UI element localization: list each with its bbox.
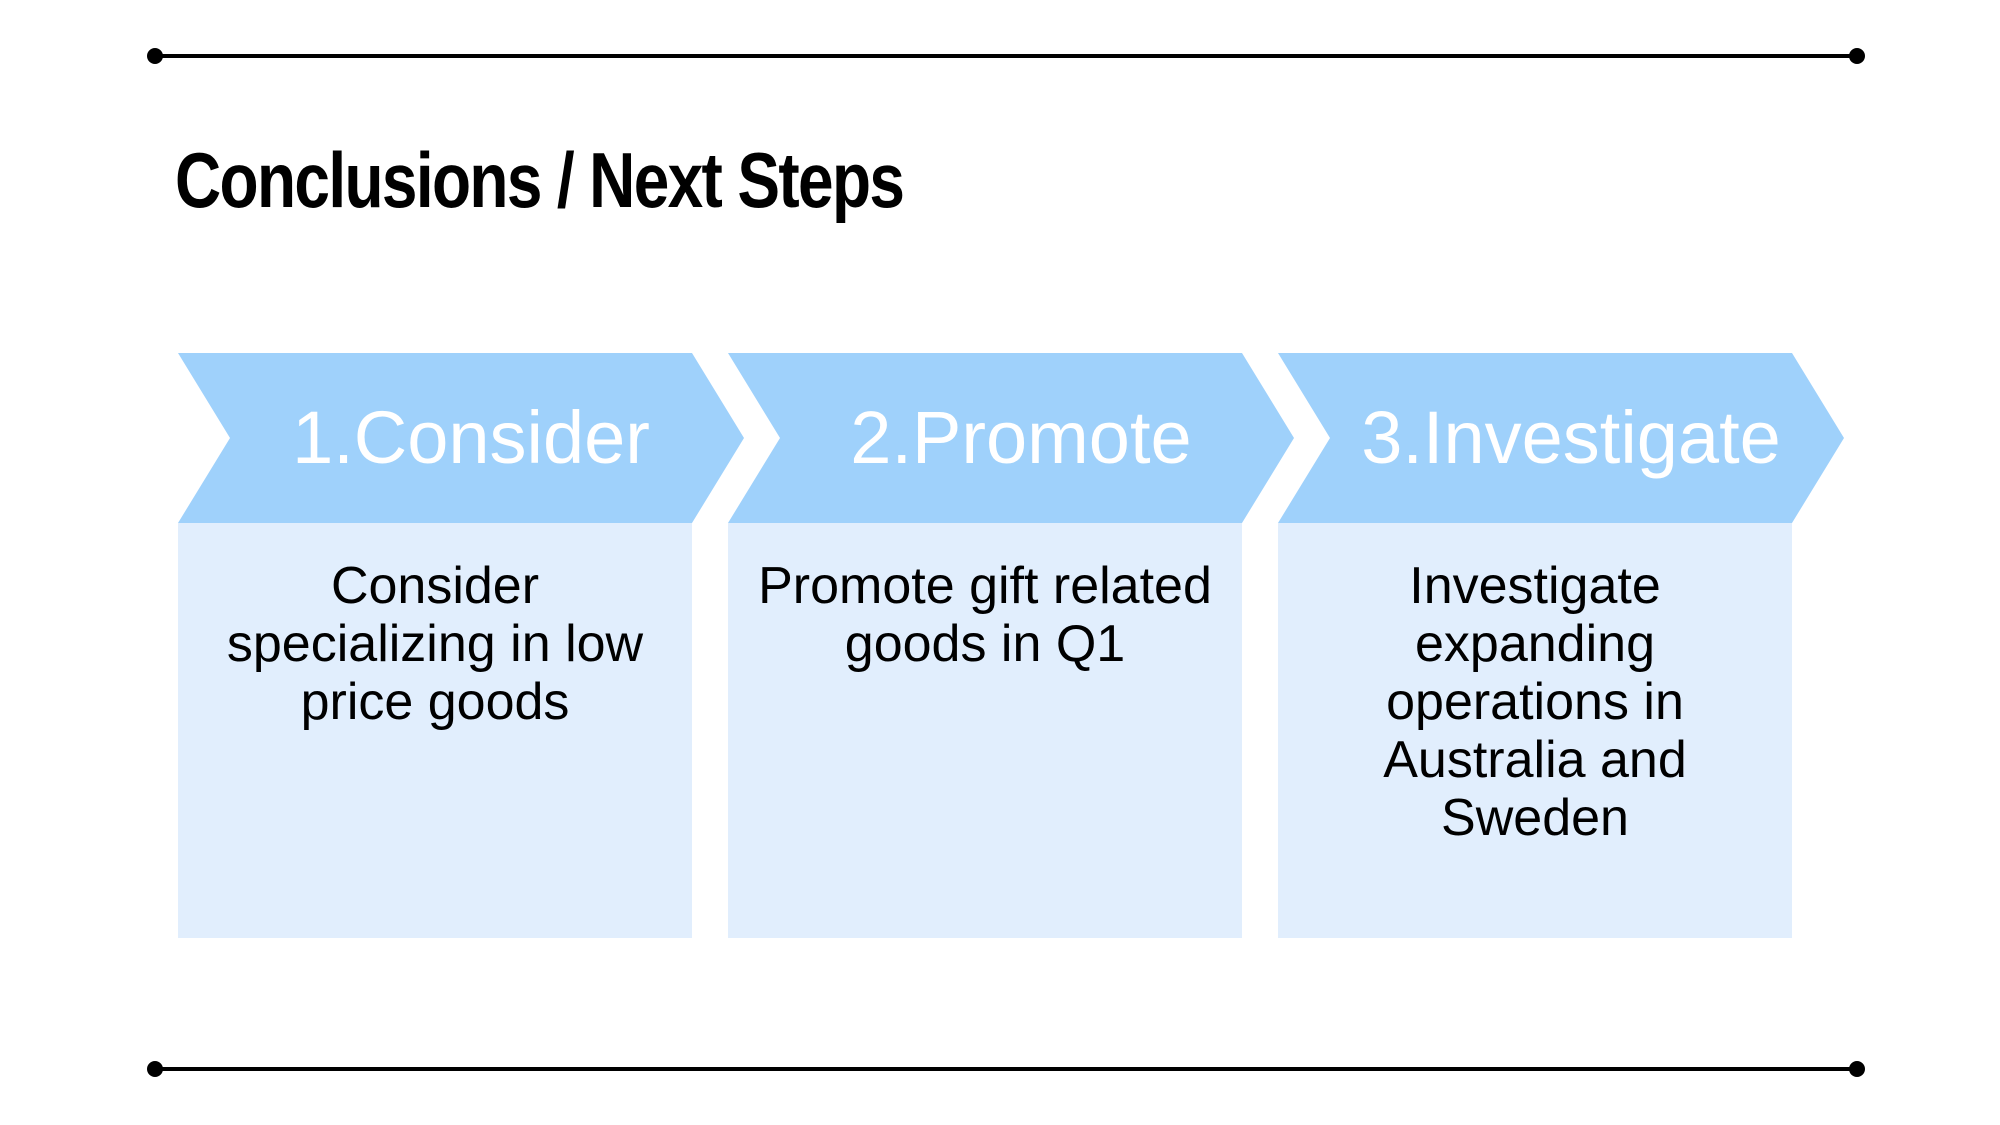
top-divider <box>153 54 1859 58</box>
step-investigate: 3.Investigate Investigate expanding oper… <box>1278 353 1844 938</box>
step-card: Investigate expanding operations in Aust… <box>1278 523 1792 938</box>
page-title: Conclusions / Next Steps <box>175 135 903 226</box>
bottom-divider-right-dot <box>1849 1061 1865 1077</box>
step-title: 3.Investigate <box>1314 353 1828 523</box>
step-title: 1.Consider <box>214 353 728 523</box>
step-title: 2.Promote <box>764 353 1278 523</box>
step-chevron: 2.Promote <box>728 353 1294 523</box>
step-chevron: 1.Consider <box>178 353 744 523</box>
step-chevron: 3.Investigate <box>1278 353 1844 523</box>
bottom-divider <box>153 1067 1859 1071</box>
top-divider-right-dot <box>1849 48 1865 64</box>
step-description: Investigate expanding operations in Aust… <box>1298 557 1772 847</box>
step-description: Promote gift related goods in Q1 <box>748 557 1222 673</box>
bottom-divider-left-dot <box>147 1061 163 1077</box>
top-divider-left-dot <box>147 48 163 64</box>
step-promote: 2.Promote Promote gift related goods in … <box>728 353 1294 938</box>
step-card: Promote gift related goods in Q1 <box>728 523 1242 938</box>
step-consider: 1.Consider Consider specializing in low … <box>178 353 744 938</box>
step-description: Consider specializing in low price goods <box>198 557 672 731</box>
step-card: Consider specializing in low price goods <box>178 523 692 938</box>
